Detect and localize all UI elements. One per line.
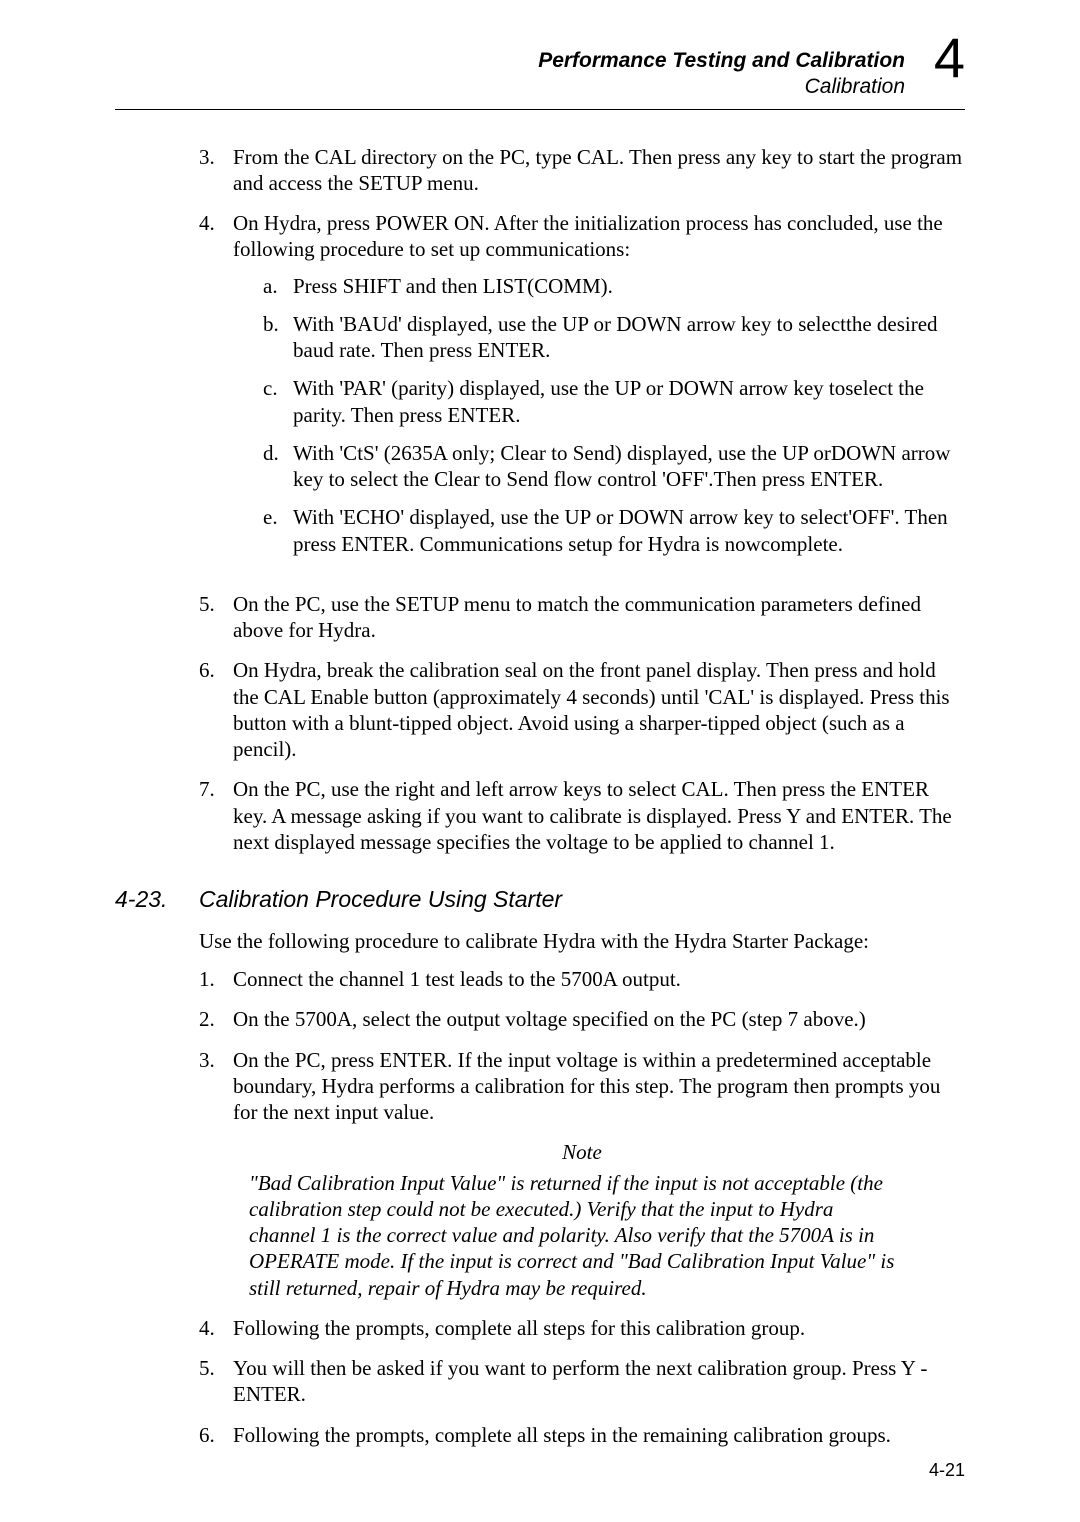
page-header: Performance Testing and Calibration Cali… xyxy=(115,48,965,110)
list-item: 6. Following the prompts, complete all s… xyxy=(199,1422,965,1448)
note-body: "Bad Calibration Input Value" is returne… xyxy=(199,1170,965,1301)
list-letter: e. xyxy=(263,504,293,557)
list-text: On the PC, use the SETUP menu to match t… xyxy=(233,591,965,644)
list-item: 3. On the PC, press ENTER. If the input … xyxy=(199,1047,965,1126)
list-letter: b. xyxy=(263,311,293,364)
list-item: 2. On the 5700A, select the output volta… xyxy=(199,1006,965,1032)
section-intro: Use the following procedure to calibrate… xyxy=(199,928,965,954)
lettered-sublist: a. Press SHIFT and then LIST(COMM). b. W… xyxy=(233,273,965,557)
list-item: c. With 'PAR' (parity) displayed, use th… xyxy=(263,375,965,428)
list-item: 5. You will then be asked if you want to… xyxy=(199,1355,965,1408)
list-number: 5. xyxy=(199,591,233,644)
list-text: On Hydra, press POWER ON. After the init… xyxy=(233,210,965,569)
section-heading: 4-23. Calibration Procedure Using Starte… xyxy=(115,885,965,914)
list-item: 7. On the PC, use the right and left arr… xyxy=(199,776,965,855)
list-text: With 'CtS' (2635A only; Clear to Send) d… xyxy=(293,440,965,493)
list-item: 4. On Hydra, press POWER ON. After the i… xyxy=(199,210,965,569)
list-text: On the PC, press ENTER. If the input vol… xyxy=(233,1047,965,1126)
list-number: 4. xyxy=(199,210,233,569)
list-text: On Hydra, break the calibration seal on … xyxy=(233,657,965,762)
list-text-inner: On Hydra, press POWER ON. After the init… xyxy=(233,211,943,261)
list-item: 1. Connect the channel 1 test leads to t… xyxy=(199,966,965,992)
list-item: 3. From the CAL directory on the PC, typ… xyxy=(199,144,965,197)
list-item: b. With 'BAUd' displayed, use the UP or … xyxy=(263,311,965,364)
list-item: a. Press SHIFT and then LIST(COMM). xyxy=(263,273,965,299)
header-text-block: Performance Testing and Calibration Cali… xyxy=(115,48,965,101)
list-text: With 'PAR' (parity) displayed, use the U… xyxy=(293,375,965,428)
list-number: 7. xyxy=(199,776,233,855)
section-content: Use the following procedure to calibrate… xyxy=(115,928,965,1448)
list-text: Press SHIFT and then LIST(COMM). xyxy=(293,273,965,299)
list-number: 1. xyxy=(199,966,233,992)
list-text: Following the prompts, complete all step… xyxy=(233,1422,965,1448)
chapter-title: Performance Testing and Calibration xyxy=(115,48,905,74)
list-text: On the 5700A, select the output voltage … xyxy=(233,1006,965,1032)
numbered-list-b: 4. Following the prompts, complete all s… xyxy=(199,1315,965,1448)
page: Performance Testing and Calibration Cali… xyxy=(0,0,1080,1522)
list-item: 4. Following the prompts, complete all s… xyxy=(199,1315,965,1341)
list-number: 6. xyxy=(199,1422,233,1448)
list-letter: d. xyxy=(263,440,293,493)
list-number: 3. xyxy=(199,144,233,197)
section-number: 4-23. xyxy=(115,885,199,914)
list-text: With 'BAUd' displayed, use the UP or DOW… xyxy=(293,311,965,364)
list-letter: c. xyxy=(263,375,293,428)
list-text: On the PC, use the right and left arrow … xyxy=(233,776,965,855)
list-letter: a. xyxy=(263,273,293,299)
list-text: From the CAL directory on the PC, type C… xyxy=(233,144,965,197)
section-name: Calibration xyxy=(115,74,905,100)
list-text: Connect the channel 1 test leads to the … xyxy=(233,966,965,992)
list-text: With 'ECHO' displayed, use the UP or DOW… xyxy=(293,504,965,557)
list-number: 4. xyxy=(199,1315,233,1341)
list-number: 3. xyxy=(199,1047,233,1126)
list-number: 2. xyxy=(199,1006,233,1032)
list-item: 6. On Hydra, break the calibration seal … xyxy=(199,657,965,762)
section-title: Calibration Procedure Using Starter xyxy=(199,885,562,914)
page-number: 4-21 xyxy=(929,1459,965,1482)
list-item: e. With 'ECHO' displayed, use the UP or … xyxy=(263,504,965,557)
content-area: 3. From the CAL directory on the PC, typ… xyxy=(115,144,965,856)
list-number: 5. xyxy=(199,1355,233,1408)
list-item: 5. On the PC, use the SETUP menu to matc… xyxy=(199,591,965,644)
chapter-number: 4 xyxy=(934,30,965,86)
numbered-list-a: 1. Connect the channel 1 test leads to t… xyxy=(199,966,965,1125)
note-label: Note xyxy=(199,1139,965,1165)
numbered-list-top: 3. From the CAL directory on the PC, typ… xyxy=(199,144,965,856)
list-item: d. With 'CtS' (2635A only; Clear to Send… xyxy=(263,440,965,493)
list-text: You will then be asked if you want to pe… xyxy=(233,1355,965,1408)
list-text: Following the prompts, complete all step… xyxy=(233,1315,965,1341)
list-number: 6. xyxy=(199,657,233,762)
